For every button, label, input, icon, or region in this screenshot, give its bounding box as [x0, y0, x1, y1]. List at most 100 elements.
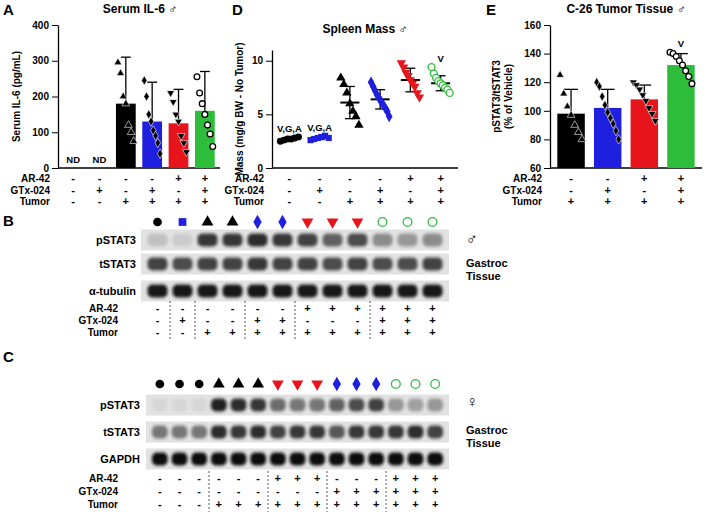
- condition-sign: -: [331, 314, 335, 326]
- condition-sign: -: [378, 172, 382, 184]
- bands: [152, 453, 443, 466]
- condition-sign: +: [379, 302, 385, 314]
- marker: [169, 100, 177, 107]
- y-axis-title: pSTAT3/tSTAT3: [491, 60, 502, 133]
- condition-sign: -: [178, 485, 182, 497]
- condition-sign: -: [256, 302, 260, 314]
- condition-sign: +: [304, 326, 310, 338]
- lane-marker: [253, 215, 261, 229]
- condition-sign: +: [432, 498, 438, 510]
- condition-label: Tumor: [20, 196, 50, 207]
- marker: [578, 135, 586, 142]
- condition-sign: -: [318, 195, 322, 207]
- band: [349, 453, 365, 466]
- condition-sign: -: [642, 184, 646, 196]
- y-axis-title: (% of Vehicle): [503, 64, 514, 129]
- marker: [575, 128, 583, 135]
- condition-label: GTx-024: [79, 486, 119, 497]
- group-separator: [209, 471, 210, 512]
- lane-marker: [403, 218, 412, 227]
- condition-sign: +: [149, 184, 155, 196]
- band: [173, 258, 193, 271]
- group-separator: [386, 471, 387, 512]
- condition-label: Tumor: [234, 196, 264, 207]
- condition-sign: -: [237, 485, 241, 497]
- blot-4: CpSTAT3tSTAT3GAPDHAR-42------+++---+++GT…: [3, 348, 508, 512]
- band: [368, 426, 384, 439]
- band: [152, 426, 168, 439]
- band: [423, 285, 443, 298]
- panel-letter: D: [232, 1, 243, 18]
- condition-sign: -: [178, 472, 182, 484]
- condition-sign: +: [175, 172, 181, 184]
- band: [273, 234, 293, 247]
- band: [223, 285, 243, 298]
- lane-marker: [213, 377, 225, 387]
- condition-sign: -: [356, 314, 360, 326]
- y-tick: 10: [252, 55, 272, 66]
- condition-sign: -: [256, 472, 260, 484]
- band: [248, 285, 268, 298]
- marker: [642, 99, 650, 106]
- bar: [631, 99, 658, 168]
- lane-marker: [175, 380, 184, 389]
- figure: ASerum IL-6 ♂Serum IL-6 (pg/mL)010020030…: [0, 0, 709, 520]
- y-tick-mark: [544, 54, 550, 55]
- band: [231, 426, 247, 439]
- title: Gastroc: [466, 257, 508, 269]
- marker: [616, 135, 621, 144]
- condition-sign: -: [315, 485, 319, 497]
- band: [398, 285, 418, 298]
- band: [388, 426, 404, 439]
- row-label: tSTAT3: [103, 426, 140, 438]
- error-bar: [174, 89, 184, 123]
- condition-sign: +: [204, 326, 210, 338]
- condition-sign: +: [229, 326, 235, 338]
- condition-sign: -: [355, 472, 359, 484]
- y-tick-label: 300: [32, 55, 49, 66]
- y-tick-label: 160: [524, 20, 541, 31]
- condition-sign: +: [202, 184, 208, 196]
- marker: [172, 112, 180, 119]
- error-cap: [174, 89, 184, 90]
- lane-marker: [391, 380, 400, 389]
- band: [398, 234, 418, 247]
- marker: [130, 137, 138, 144]
- condition-sign: +: [393, 498, 399, 510]
- marker: [326, 135, 332, 141]
- band: [290, 399, 306, 412]
- lane-marker: [233, 377, 245, 387]
- marker: [148, 117, 153, 126]
- band: [191, 453, 207, 466]
- condition-sign: +: [412, 485, 418, 497]
- condition-sign: +: [329, 302, 335, 314]
- band: [349, 399, 365, 412]
- group-separator: [195, 301, 196, 340]
- condition-sign: -: [206, 314, 210, 326]
- condition-sign: +: [373, 485, 379, 497]
- y-axis-line: [58, 26, 59, 169]
- condition-sign: +: [329, 326, 335, 338]
- condition-sign: -: [71, 172, 75, 184]
- error-cap: [121, 57, 131, 58]
- blot-background: [141, 230, 449, 251]
- condition-sign: +: [412, 498, 418, 510]
- group-separator: [295, 301, 296, 340]
- marker: [651, 119, 659, 126]
- band: [298, 258, 318, 271]
- error-cap: [405, 68, 415, 69]
- condition-sign: +: [123, 195, 129, 207]
- bar: [195, 111, 215, 168]
- band: [198, 258, 218, 271]
- y-tick-label: 10: [252, 55, 264, 66]
- condition-sign: +: [377, 184, 383, 196]
- band: [388, 399, 404, 412]
- bands: [148, 258, 443, 271]
- condition-sign: +: [304, 302, 310, 314]
- marker: [125, 121, 133, 128]
- condition-sign: -: [181, 326, 185, 338]
- condition-sign: +: [316, 184, 322, 196]
- condition-sign: +: [254, 314, 260, 326]
- band: [270, 399, 286, 412]
- condition-sign: +: [437, 195, 443, 207]
